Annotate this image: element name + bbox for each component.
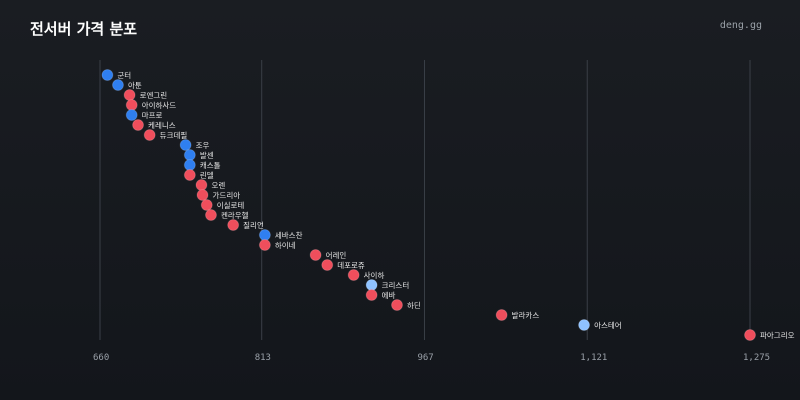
point-label: 이실로테 [217, 200, 245, 210]
point-label: 하이네 [275, 240, 296, 250]
point-label: 아툰 [128, 80, 142, 90]
data-point[interactable] [183, 169, 196, 181]
data-point[interactable] [125, 109, 138, 121]
point-label: 케레니스 [148, 121, 176, 130]
x-tick-label: 1,121 [580, 353, 607, 363]
point-label: 파아그리오 [760, 330, 795, 340]
point-label: 사이하 [364, 270, 385, 280]
point-label: 데포로쥬 [337, 261, 365, 270]
point-label: 가드리아 [213, 190, 241, 200]
point-label: 세바스찬 [275, 230, 303, 240]
data-point[interactable] [204, 209, 217, 221]
data-point[interactable] [347, 269, 360, 281]
data-point[interactable] [183, 149, 196, 161]
point-label: 아스테어 [594, 320, 622, 330]
point-label: 하딘 [407, 300, 421, 310]
point-label: 조우 [196, 141, 210, 150]
data-point[interactable] [365, 289, 378, 301]
data-point[interactable] [365, 279, 378, 291]
x-tick-label: 1,275 [743, 353, 770, 363]
data-point[interactable] [183, 159, 196, 171]
data-point[interactable] [321, 259, 334, 271]
point-label: 크리스터 [382, 281, 410, 290]
point-label: 아이하사드 [142, 100, 177, 110]
chart-title: 전서버 가격 분포 [30, 20, 138, 38]
point-label: 켄라우헬 [221, 210, 249, 220]
point-label: 발라카스 [512, 311, 540, 320]
point-label: 오렌 [211, 180, 225, 190]
point-label: 에바 [382, 290, 396, 300]
data-point[interactable] [132, 119, 145, 131]
data-point[interactable] [495, 309, 508, 321]
point-label: 어레인 [326, 250, 347, 260]
data-point[interactable] [101, 69, 114, 81]
data-point[interactable] [309, 249, 322, 261]
data-point[interactable] [143, 129, 156, 141]
x-tick-label: 967 [417, 353, 433, 363]
brand-label: deng.gg [719, 20, 762, 31]
data-point[interactable] [227, 219, 240, 231]
point-label: 로엔그린 [140, 90, 168, 100]
data-point[interactable] [258, 229, 271, 241]
data-point[interactable] [200, 199, 213, 211]
data-point[interactable] [125, 99, 138, 111]
data-point[interactable] [179, 139, 192, 151]
x-tick-label: 660 [93, 353, 109, 363]
point-label: 발센 [200, 150, 214, 160]
data-point[interactable] [390, 299, 403, 311]
point-label: 듀크데필 [160, 130, 188, 140]
point-label: 린델 [200, 170, 214, 180]
data-point[interactable] [578, 319, 591, 331]
point-label: 마프로 [142, 111, 163, 120]
point-label: 질리언 [243, 220, 264, 230]
x-tick-label: 813 [255, 353, 271, 363]
data-point[interactable] [195, 179, 208, 191]
point-label: 군터 [117, 71, 131, 80]
data-point[interactable] [123, 89, 136, 101]
data-point[interactable] [111, 79, 124, 91]
data-point[interactable] [258, 239, 271, 251]
data-point[interactable] [196, 189, 209, 201]
point-label: 캐스톨 [200, 161, 221, 170]
data-point[interactable] [744, 329, 756, 341]
